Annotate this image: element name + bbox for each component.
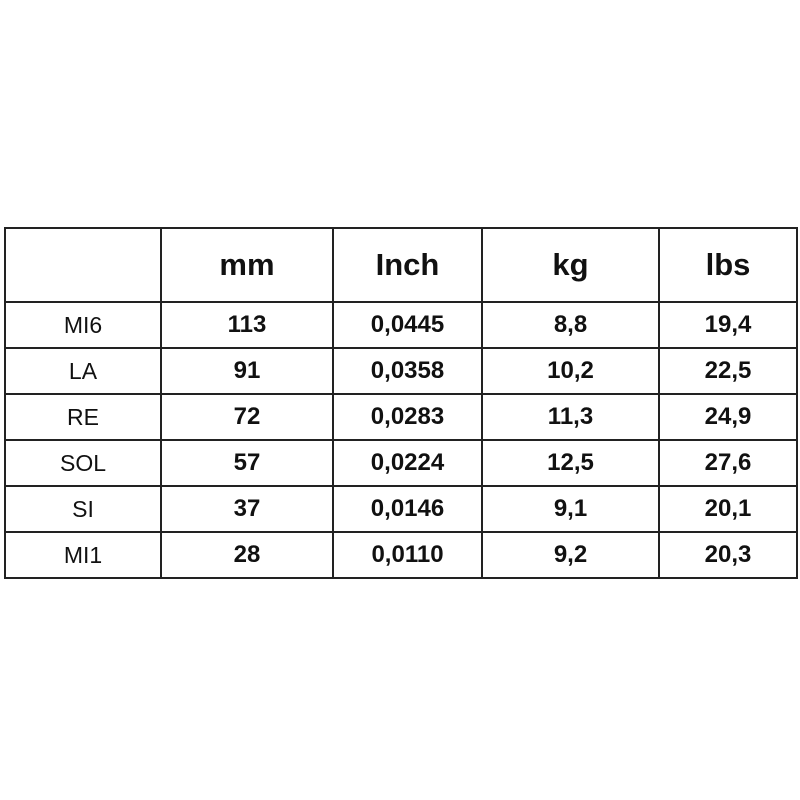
row-label: RE — [4, 393, 162, 441]
table-cell: 0,0224 — [332, 439, 483, 487]
table-cell: 0,0146 — [332, 485, 483, 533]
table-cell: 10,2 — [481, 347, 660, 395]
table-row: SI 37 0,0146 9,1 20,1 — [4, 485, 798, 533]
table-cell: 72 — [160, 393, 334, 441]
table-row: MI1 28 0,0110 9,2 20,3 — [4, 531, 798, 579]
table-cell: 9,1 — [481, 485, 660, 533]
header-cell: Inch — [332, 227, 483, 303]
table-cell: 24,9 — [658, 393, 798, 441]
table-cell: 20,1 — [658, 485, 798, 533]
row-label: SI — [4, 485, 162, 533]
row-label: LA — [4, 347, 162, 395]
row-label: MI1 — [4, 531, 162, 579]
table-cell: 19,4 — [658, 301, 798, 349]
table-cell: 0,0358 — [332, 347, 483, 395]
table-row: LA 91 0,0358 10,2 22,5 — [4, 347, 798, 395]
table-cell: 91 — [160, 347, 334, 395]
table-cell: 0,0283 — [332, 393, 483, 441]
table-row: MI6 113 0,0445 8,8 19,4 — [4, 301, 798, 349]
table-cell: 11,3 — [481, 393, 660, 441]
header-cell: mm — [160, 227, 334, 303]
table-cell: 27,6 — [658, 439, 798, 487]
row-label: MI6 — [4, 301, 162, 349]
table-cell: 8,8 — [481, 301, 660, 349]
table-cell: 22,5 — [658, 347, 798, 395]
table-cell: 0,0110 — [332, 531, 483, 579]
table-cell: 20,3 — [658, 531, 798, 579]
table-cell: 9,2 — [481, 531, 660, 579]
header-row: mm Inch kg lbs — [4, 227, 798, 303]
header-cell — [4, 227, 162, 303]
table-cell: 37 — [160, 485, 334, 533]
table-row: RE 72 0,0283 11,3 24,9 — [4, 393, 798, 441]
table-cell: 57 — [160, 439, 334, 487]
table-cell: 113 — [160, 301, 334, 349]
string-specs-table: mm Inch kg lbs MI6 113 0,0445 8,8 19,4 LA 91 0,… — [4, 227, 798, 579]
table-cell: 12,5 — [481, 439, 660, 487]
row-label: SOL — [4, 439, 162, 487]
table-cell: 0,0445 — [332, 301, 483, 349]
table-cell: 28 — [160, 531, 334, 579]
header-cell: lbs — [658, 227, 798, 303]
header-cell: kg — [481, 227, 660, 303]
table-row: SOL 57 0,0224 12,5 27,6 — [4, 439, 798, 487]
